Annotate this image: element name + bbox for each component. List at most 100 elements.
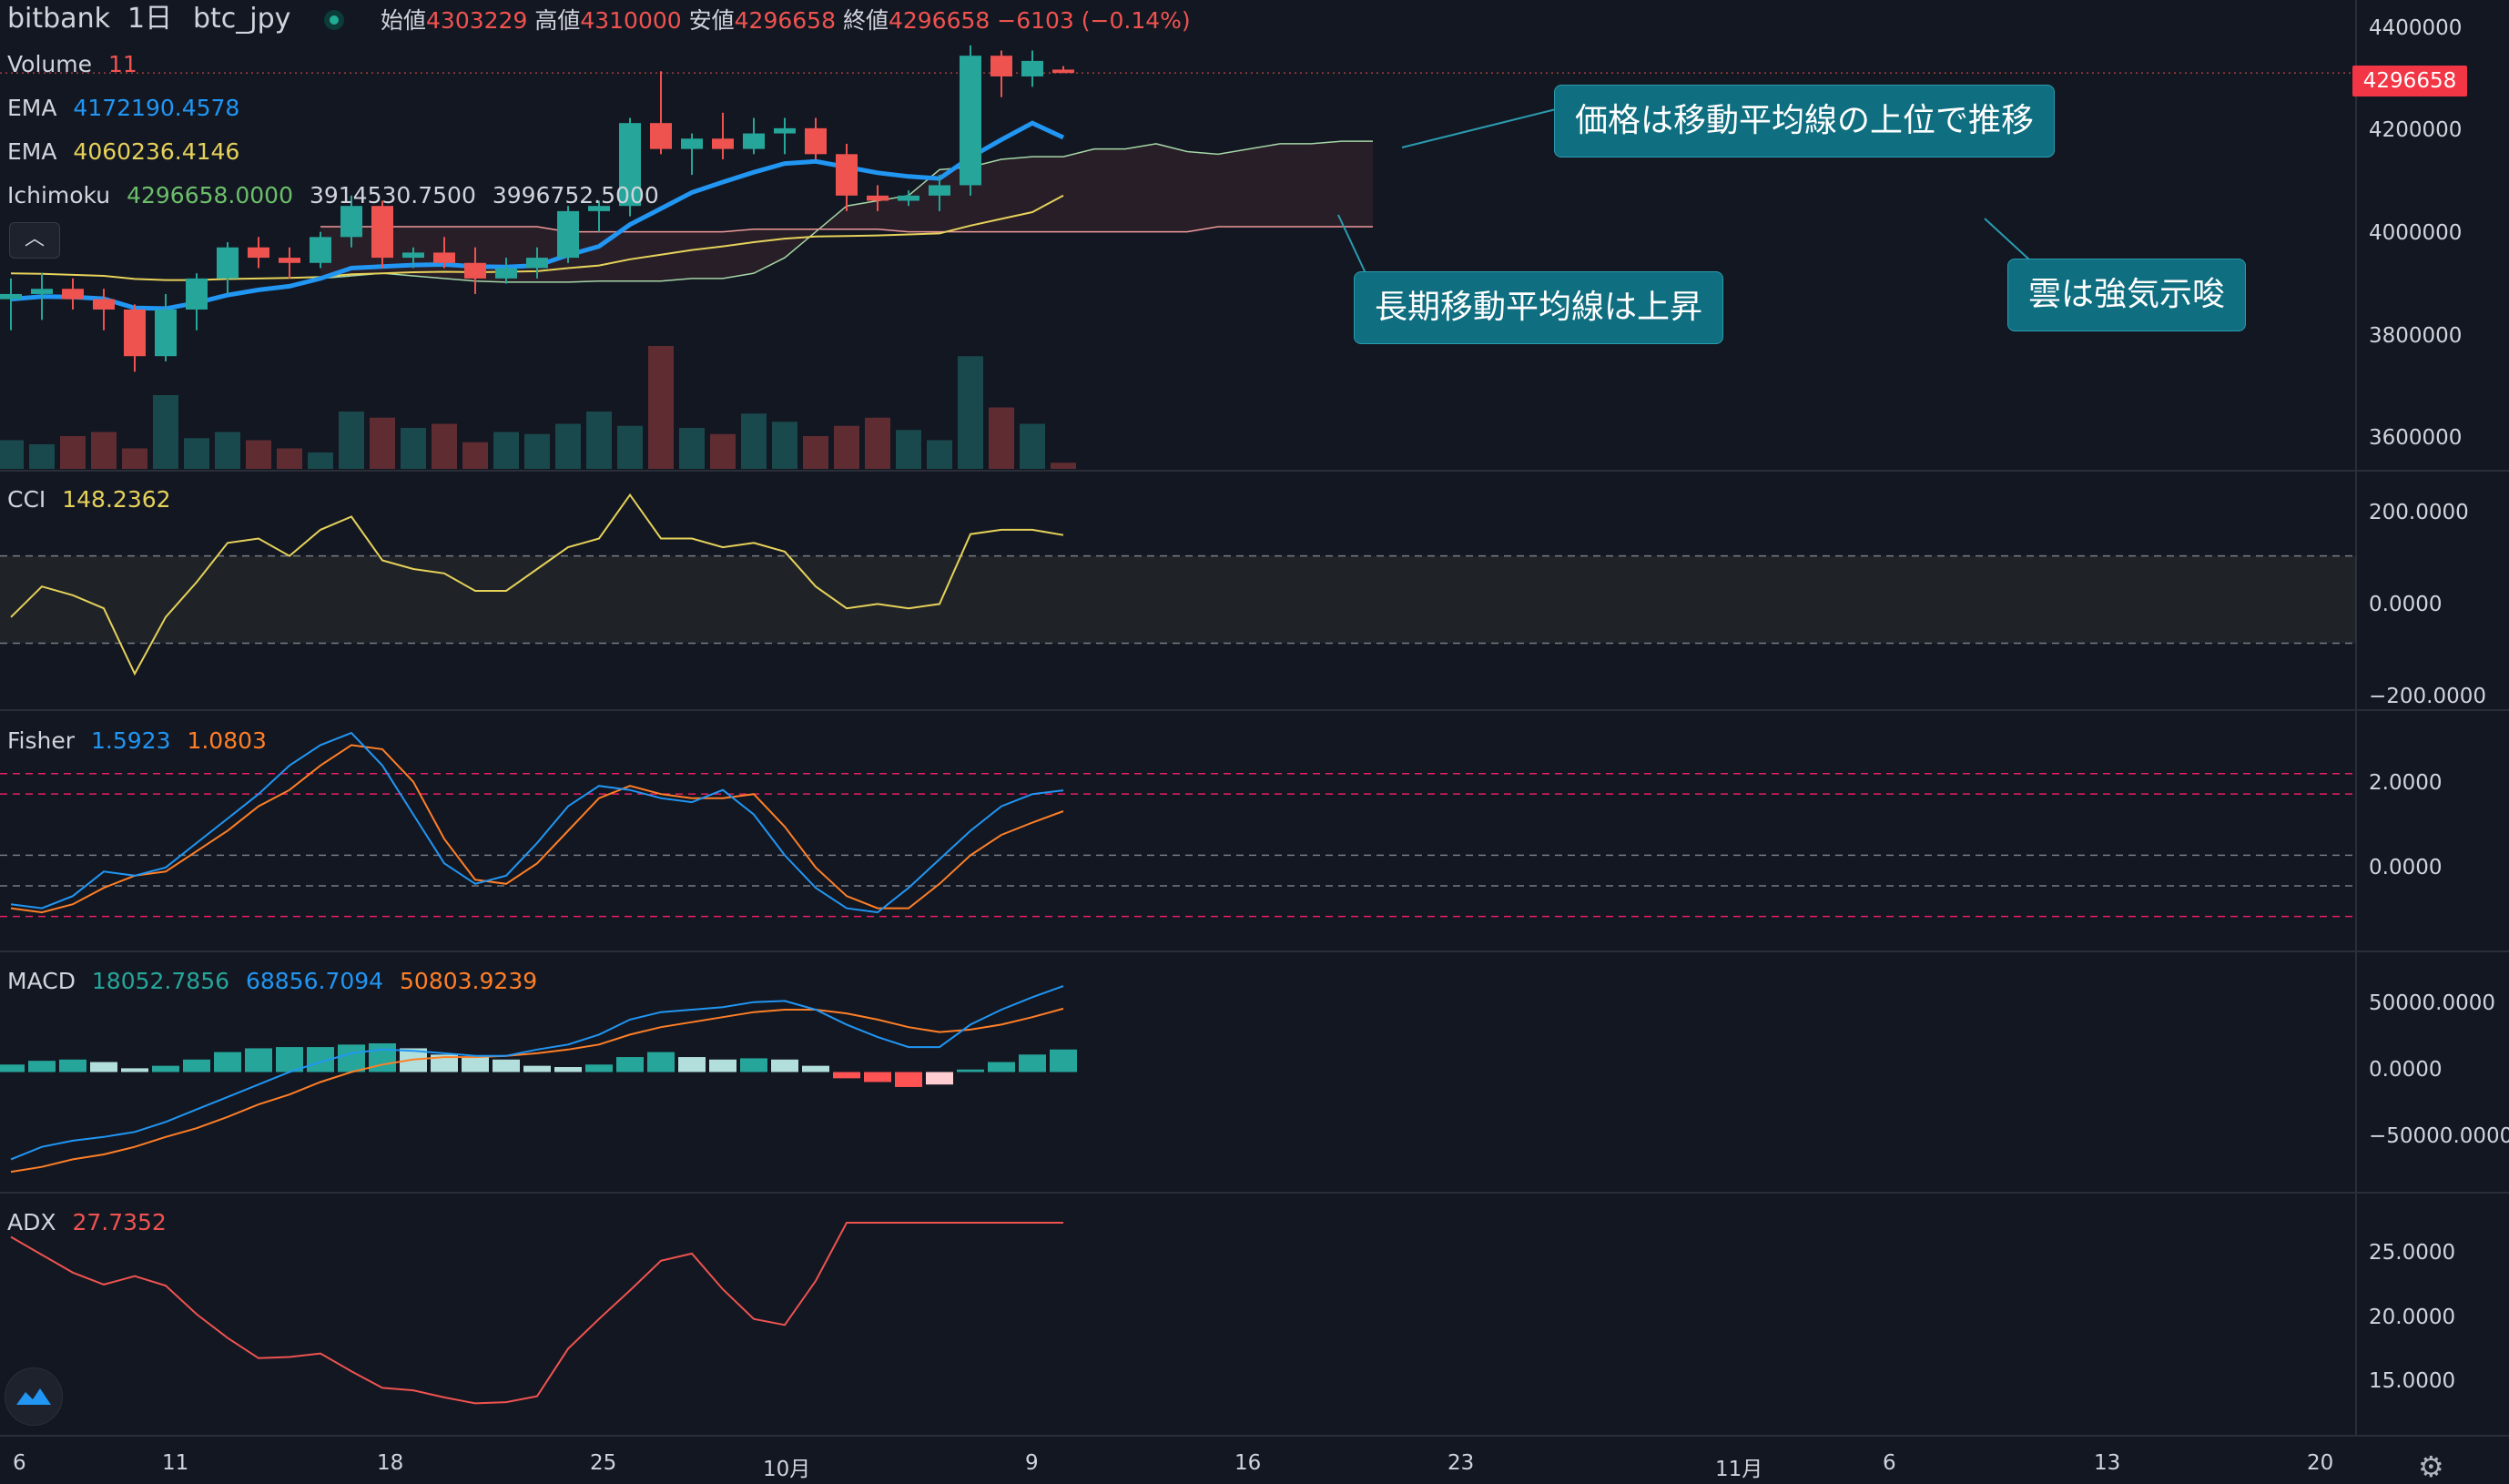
macd-histogram-bar [554, 1067, 582, 1072]
adx-line [10, 1222, 1063, 1405]
candle-body [62, 289, 84, 300]
macd-histogram-bar [90, 1062, 117, 1072]
adx-axis-label: 20.0000 [2369, 1306, 2456, 1329]
cci-band [0, 555, 2356, 644]
market-status-icon [324, 10, 344, 30]
candle-body [371, 206, 393, 259]
candle-body [124, 310, 146, 357]
annotation-long-ma-rising[interactable]: 長期移動平均線は上昇 [1354, 271, 1724, 344]
candle-body [279, 258, 300, 263]
fisher-axis-label: 2.0000 [2369, 771, 2443, 795]
interval-label[interactable]: 1日 [127, 3, 173, 35]
macd-histogram-bar [523, 1065, 551, 1072]
volume-bar [432, 423, 457, 469]
volume-bar [1020, 423, 1045, 469]
ema-slow-legend[interactable]: EMA 4060236.4146 [7, 138, 239, 166]
candle-body [217, 247, 239, 279]
candle-body [433, 252, 455, 263]
volume-bar [60, 436, 86, 469]
volume-bar [339, 412, 364, 469]
volume-bar [184, 438, 209, 469]
ema-fast-legend-value: 4172190.4578 [73, 95, 240, 121]
volume-bar [0, 440, 24, 469]
volume-bar [277, 448, 302, 469]
ichimoku-legend-v3: 3996752.5000 [492, 182, 659, 208]
annotation-cloud-bullish[interactable]: 雲は強気示唆 [2007, 259, 2247, 331]
candle-body [898, 195, 919, 201]
annotation-pointer [1401, 108, 1557, 148]
macd-histogram-bar [802, 1065, 829, 1072]
ohlc-readout: 始値4303229 高値4310000 安値4296658 終値4296658 … [381, 7, 1191, 35]
symbol-label[interactable]: btc_jpy [193, 3, 291, 35]
volume-bar [958, 356, 983, 469]
collapse-legend-button[interactable]: ︿ [9, 222, 60, 259]
ichimoku-legend[interactable]: Ichimoku 4296658.0000 3914530.7500 39967… [7, 182, 659, 209]
candle-body [310, 237, 331, 263]
ichimoku-legend-v1: 4296658.0000 [127, 182, 293, 208]
cci-legend-label: CCI [7, 486, 46, 513]
candle-body [248, 247, 269, 259]
volume-bar [648, 346, 674, 469]
macd-legend[interactable]: MACD 18052.7856 68856.7094 50803.9239 [7, 968, 537, 995]
macd-legend-v2: 68856.7094 [245, 968, 384, 994]
candle-body [712, 138, 734, 149]
volume-bar [927, 440, 952, 469]
fisher-legend-v2: 1.0803 [187, 727, 267, 754]
volume-bar [29, 444, 55, 469]
cci-legend-value: 148.2362 [62, 486, 171, 513]
macd-histogram-bar [771, 1059, 798, 1072]
candle-body [774, 127, 796, 134]
candle-body [805, 127, 827, 155]
close-label: 終値 [842, 7, 889, 34]
cci-line [10, 493, 1064, 676]
ema-fast-legend[interactable]: EMA 4172190.4578 [7, 95, 239, 122]
fisher-axis-label: 0.0000 [2369, 856, 2443, 879]
price-axis-label: 3600000 [2369, 426, 2463, 450]
macd-histogram-bar [431, 1054, 458, 1072]
volume-bar [834, 425, 859, 469]
candle-body [650, 123, 672, 149]
macd-histogram-bar [1019, 1054, 1046, 1072]
volume-bar [586, 412, 612, 469]
fisher-legend-label: Fisher [7, 727, 76, 754]
volume-bar [989, 407, 1014, 469]
candle-body [0, 293, 22, 300]
annotation-price-above-ma[interactable]: 価格は移動平均線の上位で推移 [1554, 85, 2056, 158]
volume-bar [803, 436, 828, 469]
fisher-signal-line [10, 744, 1064, 914]
macd-histogram-bar [678, 1057, 706, 1072]
volume-bar [493, 432, 519, 469]
macd-histogram-bar [152, 1065, 179, 1072]
time-axis-label: 18 [377, 1451, 404, 1475]
fisher-legend-v1: 1.5923 [91, 727, 171, 754]
tradingview-logo-icon[interactable] [5, 1367, 63, 1426]
annotation-pointer [1984, 218, 2031, 261]
volume-bar [401, 428, 426, 469]
macd-histogram-bar [245, 1048, 272, 1072]
macd-histogram-bar [338, 1044, 365, 1072]
ema-fast-legend-label: EMA [7, 95, 57, 121]
high-label: 高値 [534, 7, 581, 34]
low-value: 4296658 [734, 7, 836, 34]
ema-slow-legend-value: 4060236.4146 [73, 138, 240, 165]
time-axis-label: 9 [1025, 1451, 1039, 1475]
candle-body [867, 195, 889, 201]
macd-histogram-bar [1050, 1049, 1077, 1072]
ichimoku-legend-v2: 3914530.7500 [309, 182, 476, 208]
volume-legend[interactable]: Volume 11 [7, 51, 137, 78]
macd-axis-label: 0.0000 [2369, 1058, 2443, 1082]
adx-legend[interactable]: ADX 27.7352 [7, 1209, 167, 1236]
fisher-legend[interactable]: Fisher 1.5923 1.0803 [7, 727, 267, 755]
macd-histogram-bar [0, 1064, 25, 1072]
candle-body [31, 289, 53, 294]
cci-legend[interactable]: CCI 148.2362 [7, 486, 171, 513]
macd-histogram-bar [988, 1062, 1015, 1072]
gear-icon[interactable]: ⚙ [2418, 1449, 2444, 1484]
macd-axis-label: 50000.0000 [2369, 991, 2496, 1015]
adx-legend-label: ADX [7, 1209, 56, 1235]
volume-bar [462, 442, 488, 469]
volume-bar [215, 432, 240, 469]
macd-histogram-bar [121, 1068, 148, 1072]
macd-histogram-bar [276, 1047, 303, 1072]
